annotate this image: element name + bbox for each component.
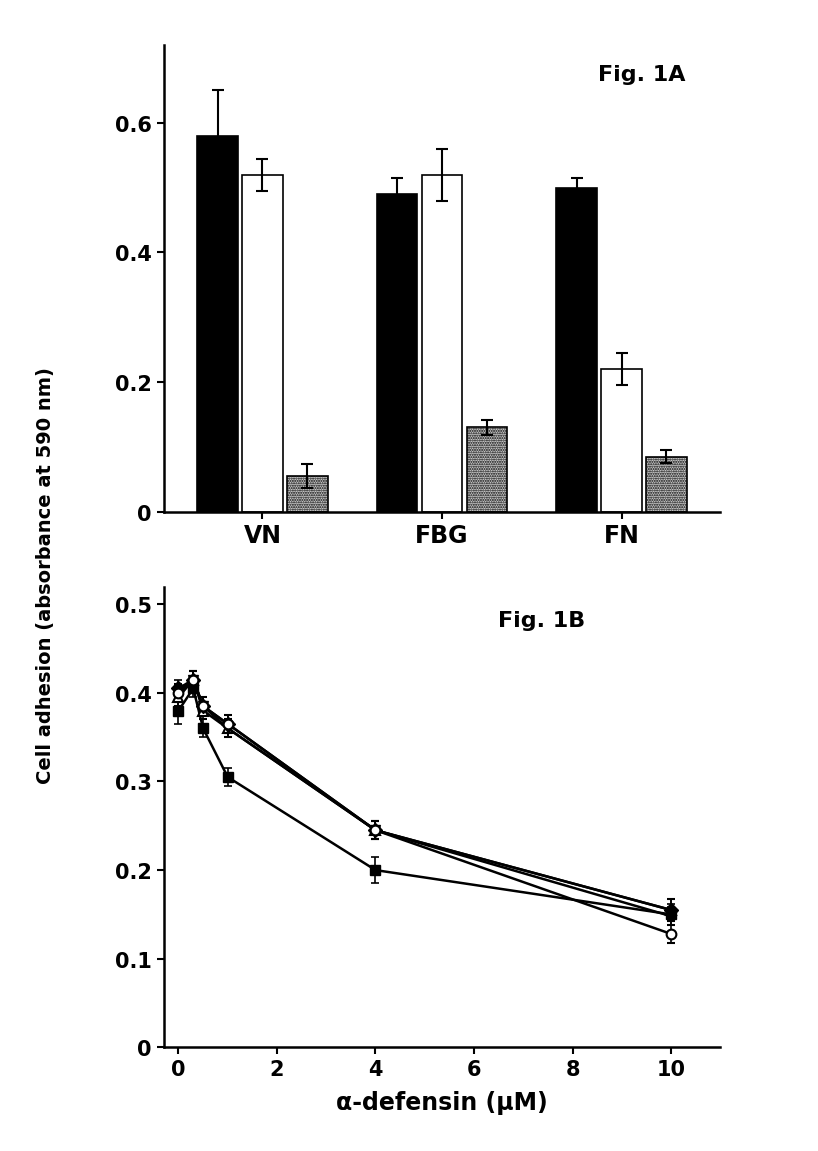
Bar — [556, 189, 596, 512]
Bar — [466, 428, 507, 512]
Bar — [242, 175, 282, 512]
X-axis label: α-defensin (μM): α-defensin (μM) — [336, 1090, 547, 1114]
Bar — [601, 369, 641, 512]
Bar — [287, 477, 327, 512]
Bar — [646, 457, 686, 512]
Bar — [421, 175, 462, 512]
Text: Fig. 1A: Fig. 1A — [597, 64, 685, 85]
Text: Cell adhesion (absorbance at 590 nm): Cell adhesion (absorbance at 590 nm) — [35, 367, 55, 784]
Bar — [197, 137, 237, 512]
Bar — [376, 195, 417, 512]
Text: Fig. 1B: Fig. 1B — [497, 610, 585, 630]
